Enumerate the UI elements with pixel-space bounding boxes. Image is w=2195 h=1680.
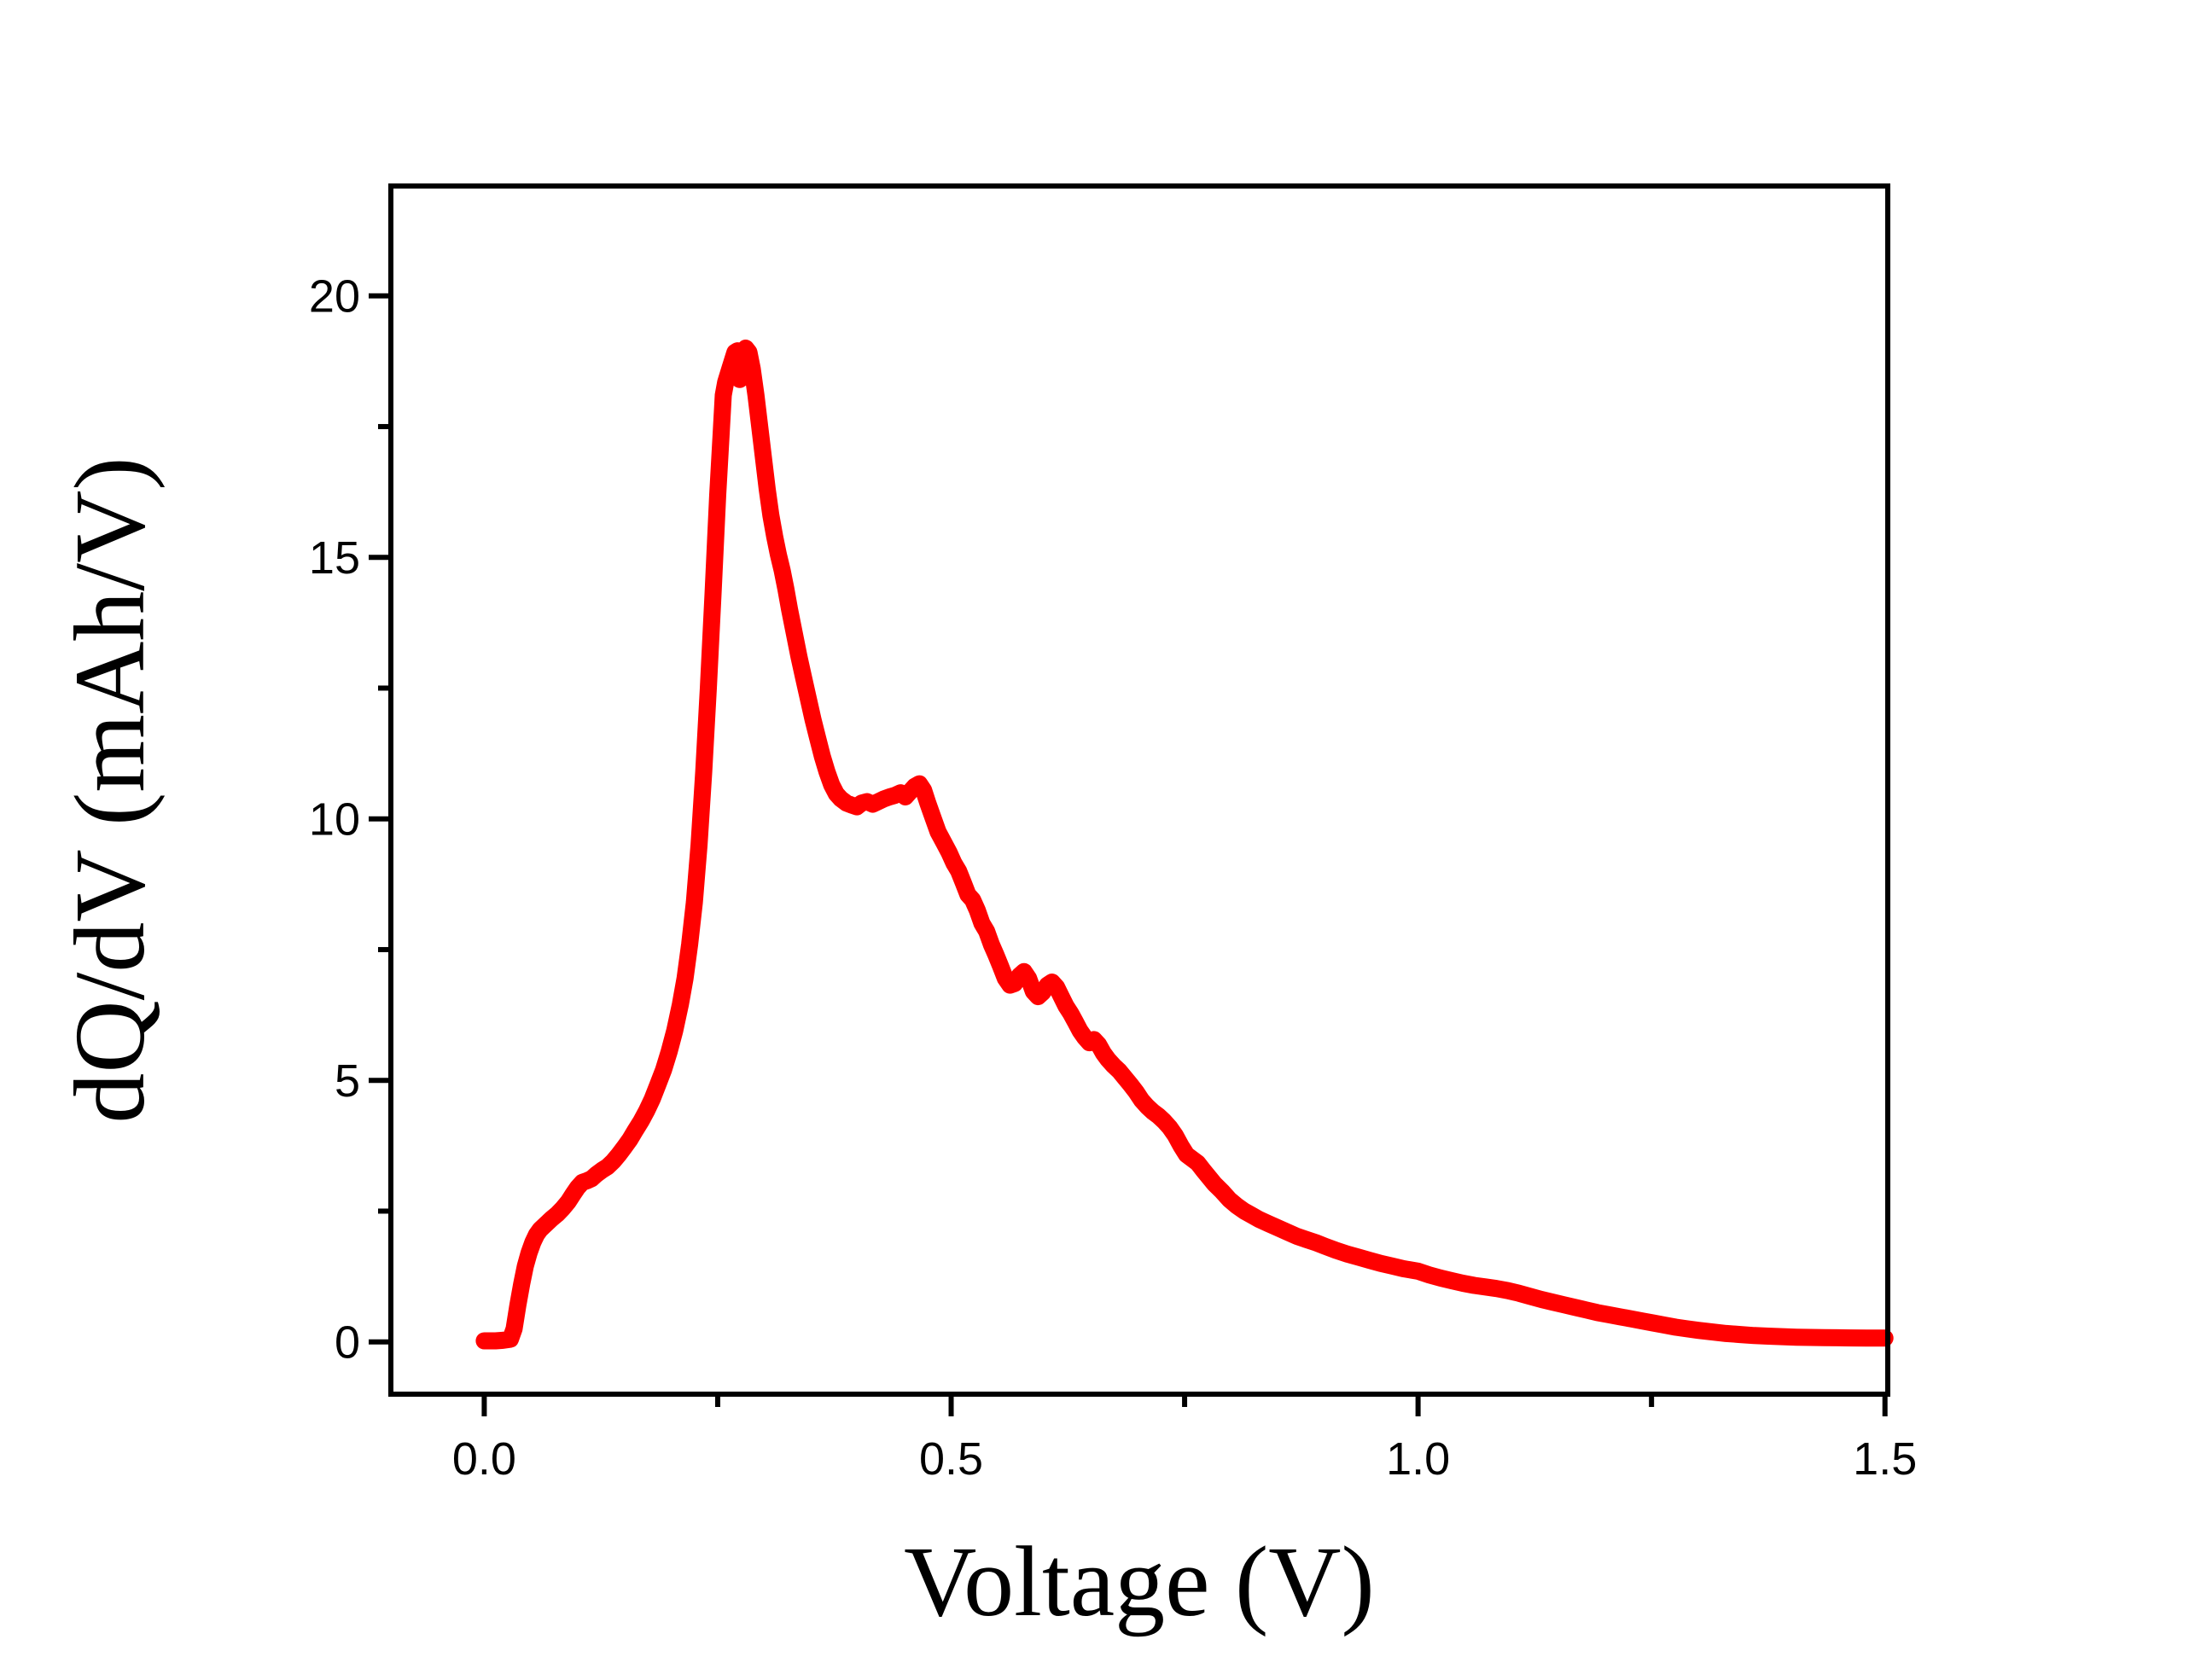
y-tick-label: 10 (309, 794, 360, 846)
x-tick-label: 1.5 (1853, 1433, 1917, 1485)
ticks-layer (369, 293, 1888, 1416)
x-tick-label: 1.0 (1386, 1433, 1450, 1485)
x-axis-title: Voltage (V) (904, 1526, 1375, 1637)
y-tick-label: 0 (335, 1317, 360, 1369)
y-tick-label: 20 (309, 271, 360, 323)
tick-labels-layer: 0.0 0.5 1.0 1.5 0 5 10 15 20 (309, 271, 1917, 1485)
x-tick-label: 0.0 (452, 1433, 516, 1485)
plot-frame (388, 183, 1890, 1397)
y-tick-label: 5 (335, 1055, 360, 1107)
x-tick-label: 0.5 (919, 1433, 983, 1485)
y-tick-label: 15 (309, 532, 360, 584)
dqdv-curve (475, 340, 1894, 1350)
y-axis-title: dQ/dV (mAh/V) (54, 456, 166, 1123)
